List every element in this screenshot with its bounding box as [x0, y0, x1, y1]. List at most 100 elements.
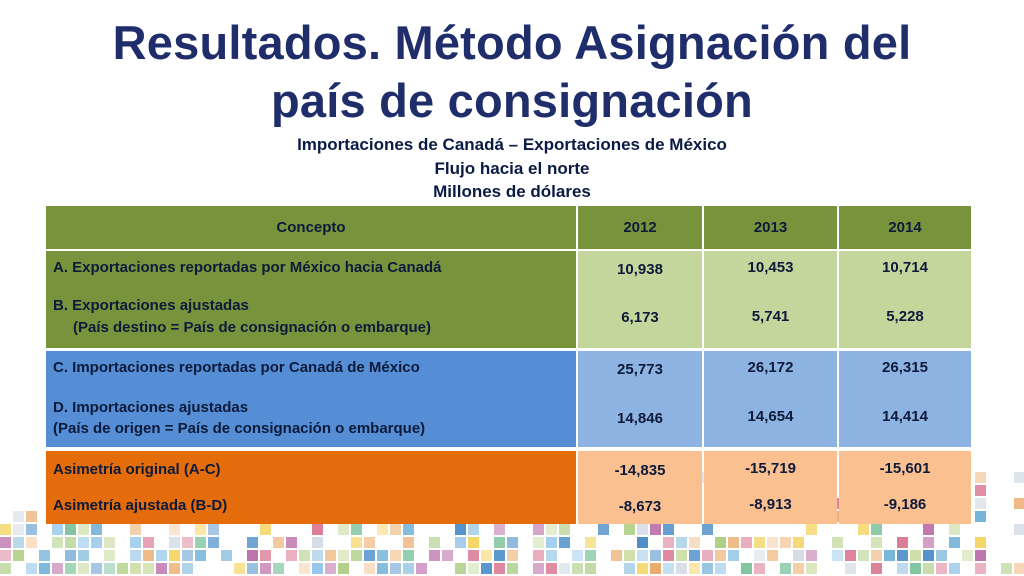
mosaic-square	[806, 550, 817, 561]
mosaic-square	[1014, 563, 1024, 574]
row-b-2013: 5,741	[751, 308, 790, 325]
mosaic-square	[104, 537, 115, 548]
mosaic-square	[26, 537, 37, 548]
mosaic-square	[897, 563, 908, 574]
mosaic-square	[65, 524, 76, 535]
mosaic-square	[754, 550, 765, 561]
mosaic-square	[663, 563, 674, 574]
mosaic-square	[260, 550, 271, 561]
mosaic-square	[455, 563, 466, 574]
mosaic-square	[455, 537, 466, 548]
mosaic-square	[390, 563, 401, 574]
mosaic-square	[689, 563, 700, 574]
mosaic-square	[728, 550, 739, 561]
asymmetry-2013: -15,719 -8,913	[704, 451, 837, 524]
mosaic-square	[533, 563, 544, 574]
mosaic-square	[286, 537, 297, 548]
mosaic-square	[117, 563, 128, 574]
asymmetry-2012: -14,835 -8,673	[578, 451, 702, 524]
mosaic-square	[923, 550, 934, 561]
row-f-label: Asimetría ajustada (B-D)	[53, 497, 228, 514]
mosaic-square	[1014, 472, 1024, 483]
mosaic-square	[910, 563, 921, 574]
mosaic-square	[949, 524, 960, 535]
mosaic-square	[702, 524, 713, 535]
mosaic-square	[754, 537, 765, 548]
mosaic-square	[312, 524, 323, 535]
mosaic-square	[78, 550, 89, 561]
exports-2012: 10,938 6,173	[578, 251, 702, 348]
mosaic-square	[559, 537, 570, 548]
mosaic-square	[806, 563, 817, 574]
mosaic-square	[637, 550, 648, 561]
mosaic-square	[39, 563, 50, 574]
mosaic-square	[143, 550, 154, 561]
mosaic-square	[143, 563, 154, 574]
mosaic-square	[260, 563, 271, 574]
mosaic-square	[585, 550, 596, 561]
mosaic-square	[91, 537, 102, 548]
mosaic-square	[468, 537, 479, 548]
mosaic-square	[676, 563, 687, 574]
mosaic-square	[975, 563, 986, 574]
mosaic-square	[598, 524, 609, 535]
mosaic-square	[611, 550, 622, 561]
mosaic-square	[0, 537, 11, 548]
imports-2013: 26,172 14,654	[704, 351, 837, 447]
mosaic-square	[52, 537, 63, 548]
mosaic-square	[299, 550, 310, 561]
mosaic-square	[338, 524, 349, 535]
mosaic-square	[871, 537, 882, 548]
mosaic-square	[351, 524, 362, 535]
row-e-2013: -15,719	[745, 460, 796, 477]
mosaic-square	[364, 537, 375, 548]
exports-2014: 10,714 5,228	[839, 251, 971, 348]
imports-group: C. Importaciones reportadas por Canadá d…	[46, 351, 971, 447]
mosaic-square	[416, 563, 427, 574]
mosaic-square	[208, 537, 219, 548]
mosaic-square	[624, 524, 635, 535]
mosaic-square	[390, 524, 401, 535]
mosaic-square	[78, 563, 89, 574]
mosaic-square	[364, 563, 375, 574]
mosaic-square	[78, 524, 89, 535]
mosaic-square	[871, 524, 882, 535]
mosaic-square	[169, 524, 180, 535]
mosaic-square	[780, 537, 791, 548]
mosaic-square	[26, 524, 37, 535]
mosaic-square	[715, 563, 726, 574]
mosaic-square	[806, 524, 817, 535]
mosaic-square	[533, 524, 544, 535]
mosaic-square	[1001, 563, 1012, 574]
mosaic-square	[338, 550, 349, 561]
mosaic-square	[377, 524, 388, 535]
mosaic-square	[195, 550, 206, 561]
mosaic-square	[663, 537, 674, 548]
mosaic-square	[546, 563, 557, 574]
mosaic-square	[858, 524, 869, 535]
row-d-2014: 14,414	[882, 408, 928, 425]
mosaic-square	[286, 550, 297, 561]
row-d-2013: 14,654	[747, 408, 794, 425]
mosaic-square	[676, 537, 687, 548]
mosaic-square	[533, 537, 544, 548]
mosaic-square	[403, 537, 414, 548]
mosaic-square	[624, 563, 635, 574]
mosaic-square	[481, 550, 492, 561]
mosaic-square	[936, 550, 947, 561]
mosaic-square	[767, 537, 778, 548]
title-line-2: país de consignación	[271, 74, 753, 127]
mosaic-square	[715, 537, 726, 548]
mosaic-square	[702, 563, 713, 574]
mosaic-square	[299, 563, 310, 574]
mosaic-square	[897, 550, 908, 561]
exports-2013: 10,453 5,741	[704, 251, 837, 348]
mosaic-square	[91, 524, 102, 535]
mosaic-square	[858, 550, 869, 561]
mosaic-square	[832, 537, 843, 548]
row-e-2012: -14,835	[614, 462, 666, 479]
mosaic-square	[533, 550, 544, 561]
row-b-sublabel: (País destino = País de consignación o e…	[73, 319, 432, 336]
row-c-label: C. Importaciones reportadas por Canadá d…	[53, 359, 420, 376]
mosaic-square	[546, 524, 557, 535]
